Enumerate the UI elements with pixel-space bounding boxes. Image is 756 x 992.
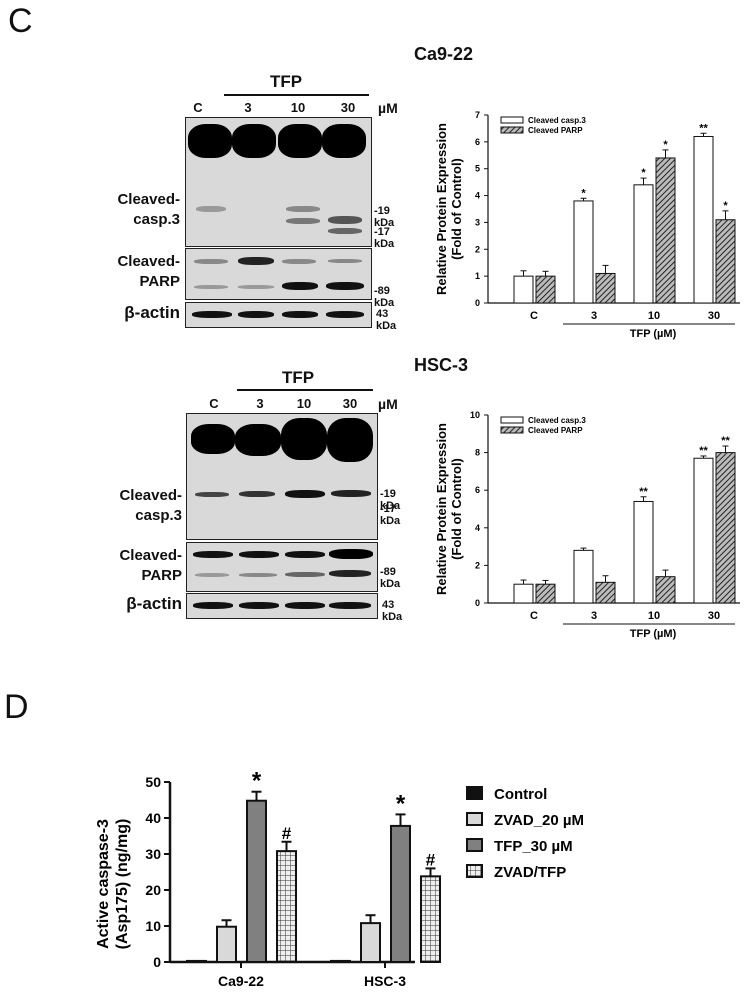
actin-blot-image — [185, 302, 372, 328]
lane-label: 30 — [340, 100, 356, 115]
svg-text:**: ** — [639, 486, 648, 498]
svg-text:Relative Protein Expression(Fo: Relative Protein Expression(Fold of Cont… — [434, 123, 464, 295]
row-label-actin: β-actin — [126, 594, 182, 613]
svg-text:2: 2 — [475, 244, 480, 254]
kda-marker: -19 kDa — [374, 205, 395, 229]
lane-label: 3 — [244, 100, 252, 115]
row-label-casp3: Cleaved-casp.3 — [117, 191, 180, 228]
row-label-parp: Cleaved- PARP — [117, 253, 180, 290]
svg-text:Cleaved casp.3: Cleaved casp.3 — [528, 116, 586, 125]
lane-label: C — [209, 396, 219, 411]
svg-text:TFP_30 µM: TFP_30 µM — [494, 838, 573, 855]
active-caspase3-bar-chart: 0 10 20 30 40 50 Active caspase-3 (Asp175) (ng/… — [95, 768, 584, 989]
svg-text:5: 5 — [475, 164, 480, 174]
svg-text:50: 50 — [145, 774, 161, 790]
svg-text:Ca9-22: Ca9-22 — [218, 973, 264, 989]
svg-text:30: 30 — [145, 846, 161, 862]
svg-text:20: 20 — [145, 882, 161, 898]
unit-label: µM — [378, 396, 398, 412]
svg-text:**: ** — [721, 435, 730, 447]
ca922-bar-chart: 0 1 2 3 4 5 6 7 Relative Protein Expression(Fold… — [434, 110, 740, 340]
svg-text:0: 0 — [153, 954, 161, 970]
svg-text:2: 2 — [475, 560, 480, 570]
kda-marker: -19 kDa — [380, 488, 401, 512]
svg-text:10: 10 — [145, 918, 161, 934]
svg-text:TFP (µM): TFP (µM) — [630, 628, 677, 640]
actin-blot-image — [186, 593, 378, 619]
svg-text:1: 1 — [475, 271, 480, 281]
lane-label: C — [193, 100, 203, 115]
parp-blot-image — [185, 248, 372, 300]
kda-marker: -89 kDa — [380, 566, 401, 590]
svg-text:3: 3 — [475, 217, 480, 227]
hsc3-title: HSC-3 — [414, 355, 469, 375]
row-label-parp: Cleaved- PARP — [119, 547, 182, 584]
svg-text:10: 10 — [470, 410, 480, 420]
panel-c-label: C — [8, 2, 33, 40]
svg-text:#: # — [426, 850, 436, 869]
svg-text:30: 30 — [708, 310, 720, 322]
kda-marker: -17 kDa — [374, 226, 395, 250]
svg-text:8: 8 — [475, 448, 480, 458]
row-label-actin: β-actin — [124, 303, 180, 322]
svg-text:0: 0 — [475, 598, 480, 608]
svg-text:C: C — [530, 310, 538, 322]
hsc3-bar-chart: 0 2 4 6 8 10 Relative Protein Expression(Fold … — [434, 410, 740, 640]
svg-text:Cleaved PARP: Cleaved PARP — [528, 126, 583, 135]
svg-text:*: * — [663, 139, 668, 151]
svg-text:3: 3 — [591, 610, 597, 622]
svg-text:0: 0 — [475, 298, 480, 308]
svg-text:40: 40 — [145, 810, 161, 826]
svg-text:#: # — [282, 824, 292, 843]
svg-text:TFP (µM): TFP (µM) — [630, 328, 677, 340]
lane-label: 3 — [256, 396, 264, 411]
svg-text:4: 4 — [475, 191, 480, 201]
svg-text:6: 6 — [475, 485, 480, 495]
lane-label: 10 — [296, 396, 312, 411]
kda-marker: -17 kDa — [380, 503, 401, 527]
treatment-bar — [237, 389, 373, 391]
treatment-label: TFP — [282, 368, 315, 387]
svg-text:**: ** — [699, 122, 708, 134]
svg-text:Active caspase-3(Asp175) (ng/m: Active caspase-3 (Asp175) (ng/mg) — [95, 819, 131, 950]
svg-text:10: 10 — [648, 610, 660, 622]
svg-text:ZVAD/TFP: ZVAD/TFP — [494, 864, 566, 881]
kda-marker: -89 kDa — [374, 285, 395, 309]
panel-d-label: D — [4, 688, 29, 726]
svg-text:*: * — [581, 187, 586, 199]
lane-label: 30 — [342, 396, 358, 411]
svg-text:C: C — [530, 610, 538, 622]
svg-text:7: 7 — [475, 110, 480, 120]
kda-marker: 43 kDa — [382, 599, 403, 623]
row-label-casp3: Cleaved-casp.3 — [119, 487, 182, 524]
ca922-title: Ca9-22 — [414, 44, 474, 64]
casp3-blot-image — [186, 413, 378, 540]
svg-text:*: * — [641, 167, 646, 179]
svg-text:*: * — [723, 200, 728, 212]
svg-text:6: 6 — [475, 137, 480, 147]
svg-text:3: 3 — [591, 310, 597, 322]
svg-text:HSC-3: HSC-3 — [364, 973, 406, 989]
svg-text:ZVAD_20 µM: ZVAD_20 µM — [494, 812, 584, 829]
svg-text:*: * — [396, 790, 406, 817]
svg-text:Control: Control — [494, 786, 547, 803]
svg-text:Cleaved PARP: Cleaved PARP — [528, 426, 583, 435]
svg-text:Cleaved casp.3: Cleaved casp.3 — [528, 416, 586, 425]
treatment-label: TFP — [270, 72, 303, 91]
treatment-bar — [224, 94, 369, 96]
svg-text:10: 10 — [648, 310, 660, 322]
svg-text:4: 4 — [475, 523, 480, 533]
kda-marker: 43 kDa — [376, 308, 397, 332]
unit-label: µM — [378, 100, 398, 116]
parp-blot-image — [186, 542, 378, 592]
svg-text:Relative Protein Expression(Fo: Relative Protein Expression(Fold of Cont… — [434, 423, 464, 595]
lane-label: 10 — [290, 100, 306, 115]
svg-text:**: ** — [699, 445, 708, 457]
casp3-blot-image — [185, 117, 372, 247]
svg-text:*: * — [252, 768, 262, 795]
svg-text:30: 30 — [708, 610, 720, 622]
